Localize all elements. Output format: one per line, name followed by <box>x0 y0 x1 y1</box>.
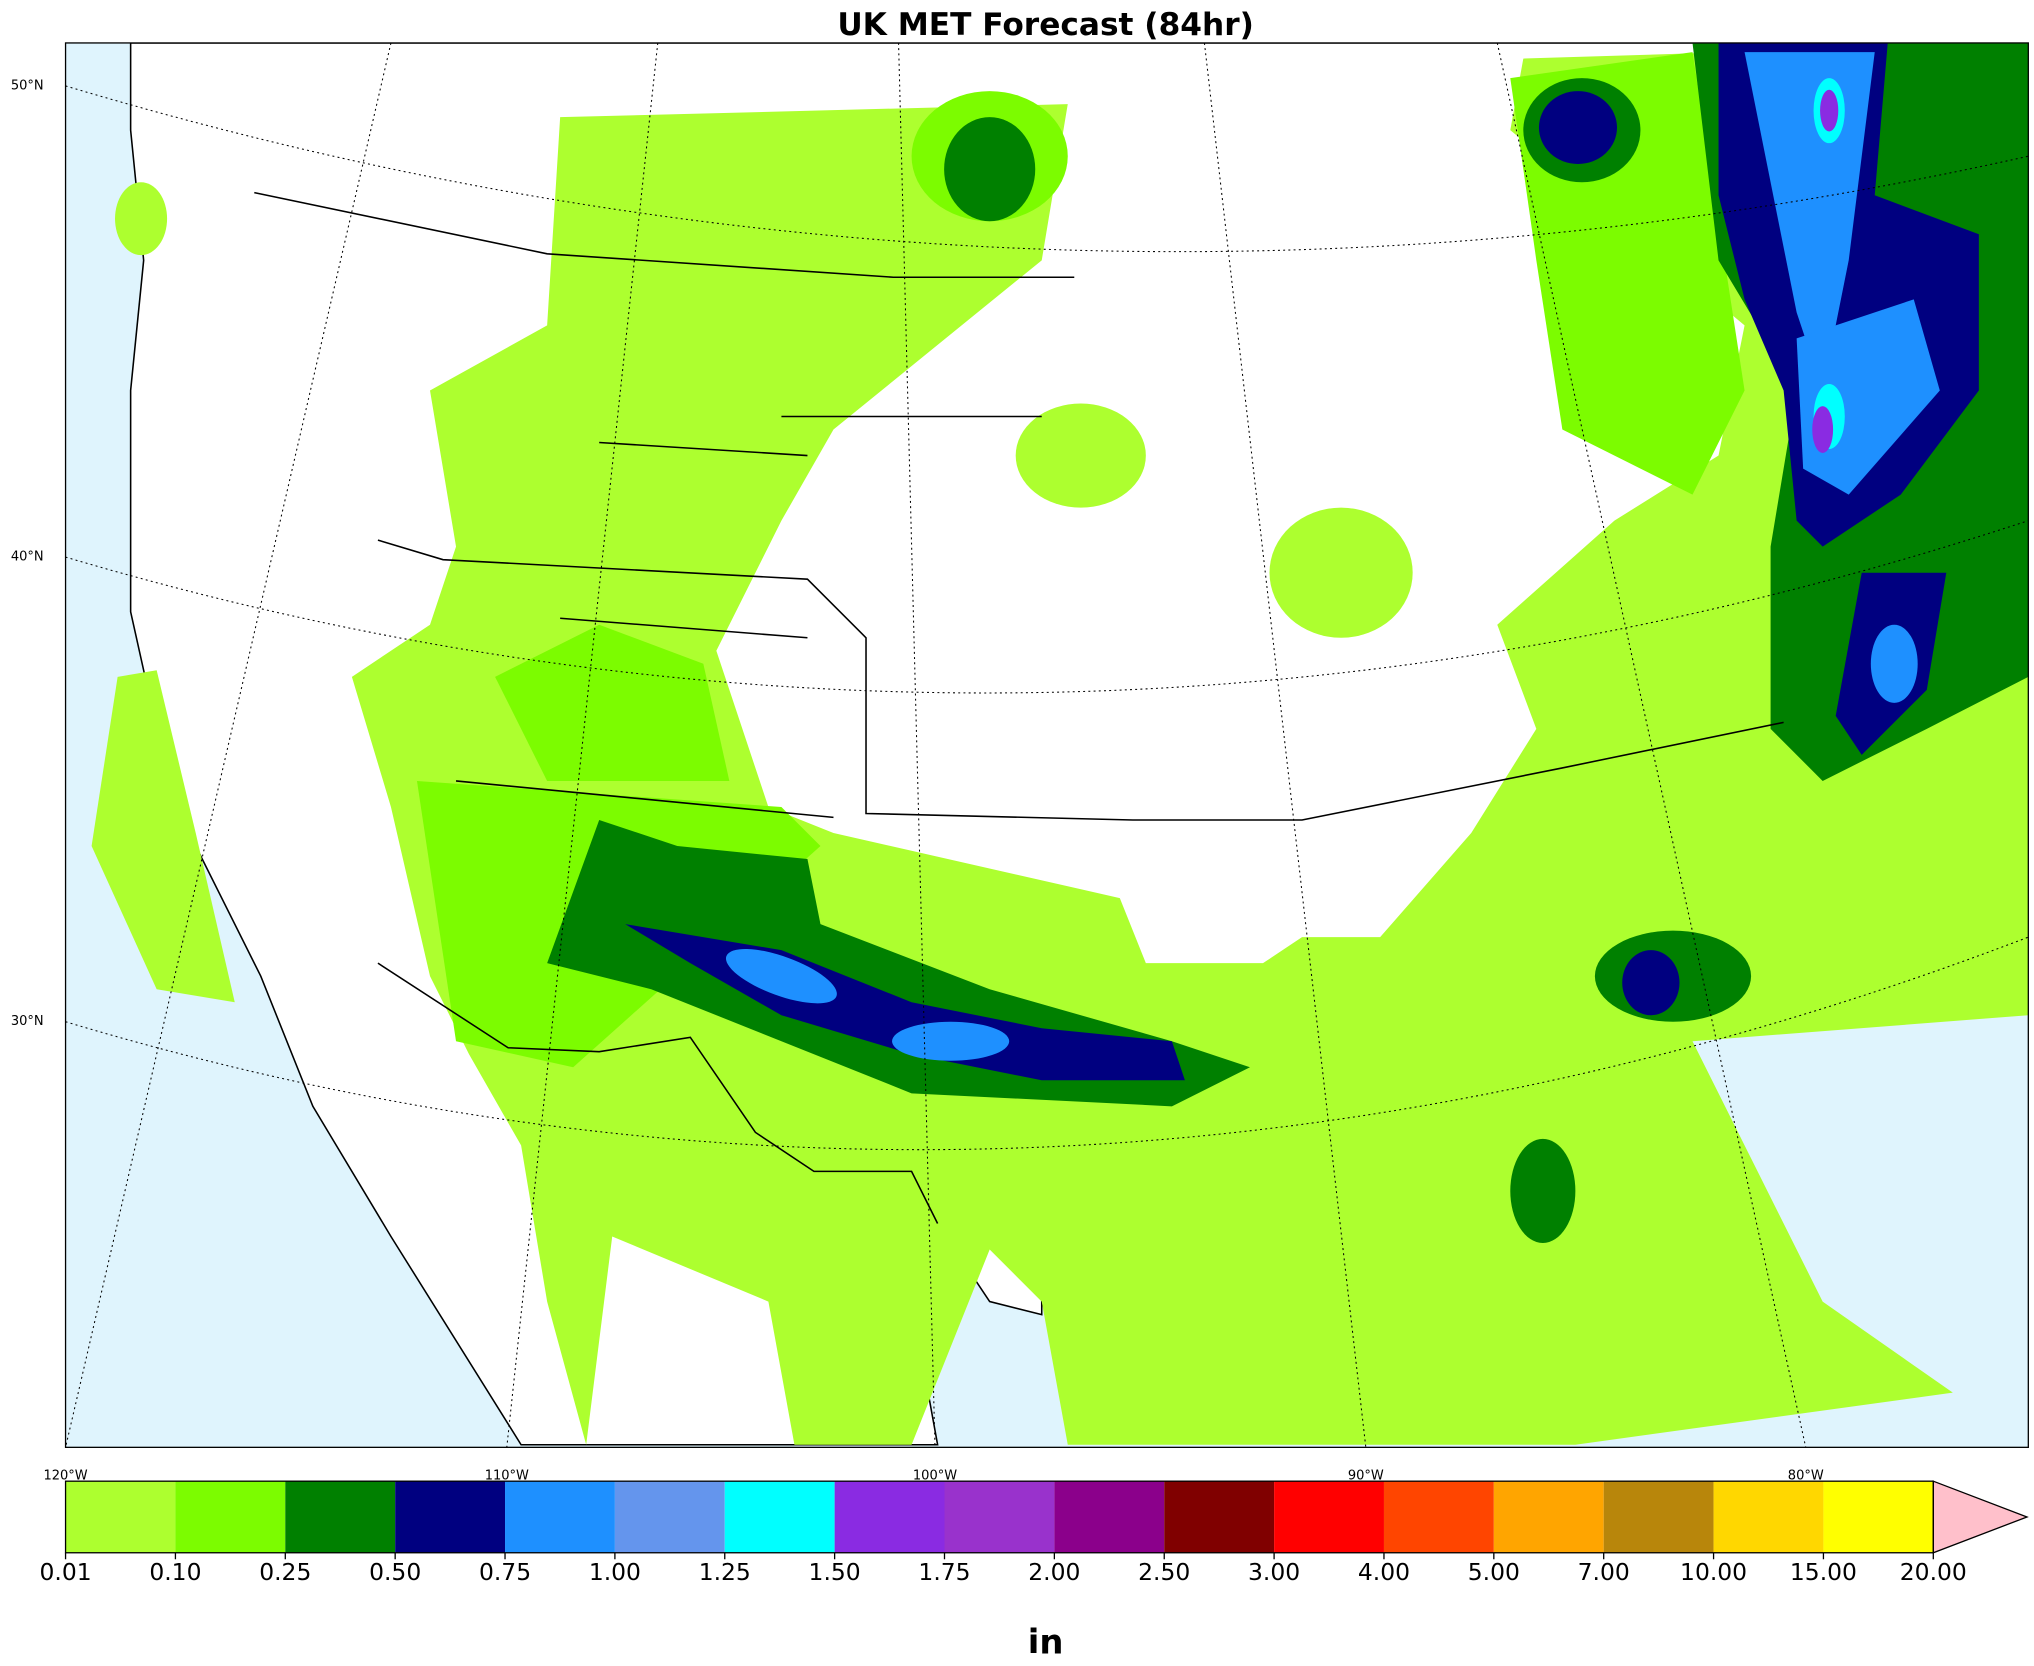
colorbar-box <box>505 1481 615 1553</box>
colorbar-box <box>1493 1481 1604 1553</box>
colorbar-tick-label: 0.50 <box>369 1558 421 1586</box>
colorbar-tick-label: 20.00 <box>1900 1558 1967 1586</box>
precip-light <box>91 42 2029 1445</box>
colorbar-tick-label: 4.00 <box>1358 1558 1410 1586</box>
borders <box>254 191 1784 1224</box>
colorbar: 0.01 0.10 0.25 0.50 0.75 1.00 1.25 1.50 1.75 2.00… <box>39 1480 2029 1586</box>
colorbar-tick-label: 0.75 <box>479 1558 531 1586</box>
colorbar-tick-label: 1.75 <box>918 1558 970 1586</box>
lat-label: 40°N <box>11 550 44 565</box>
colorbar-box <box>834 1481 945 1553</box>
colorbar-frame <box>64 1480 1934 1554</box>
lon-label: 80°W <box>1788 1468 1824 1483</box>
colorbar-box <box>1823 1481 1934 1553</box>
colorbar-tick-label: 1.50 <box>809 1558 861 1586</box>
lon-label: 90°W <box>1348 1468 1384 1483</box>
colorbar-box <box>724 1481 835 1553</box>
precip-purple <box>1812 89 1839 453</box>
colorbar-tick-label: 0.01 <box>39 1558 91 1586</box>
colorbar-box <box>1164 1481 1275 1553</box>
lat-label: 30°N <box>11 1014 44 1029</box>
colorbar-box <box>285 1481 396 1553</box>
colorbar-tick-label: 5.00 <box>1468 1558 1520 1586</box>
colorbar-box <box>944 1481 1055 1553</box>
colorbar-tick-label: 3.00 <box>1248 1558 1300 1586</box>
colorbar-tick-label: 1.25 <box>699 1558 751 1586</box>
colorbar-box <box>65 1481 176 1553</box>
colorbar-box <box>1274 1481 1384 1553</box>
lon-label: 110°W <box>485 1468 529 1483</box>
lon-label: 100°W <box>913 1468 957 1483</box>
map <box>65 42 2029 1448</box>
colorbar-box <box>1603 1481 1714 1553</box>
map-frame <box>64 42 2029 1448</box>
colorbar-tick-label: 10.00 <box>1680 1558 1747 1586</box>
colorbar-tick-label: 7.00 <box>1578 1558 1630 1586</box>
graticule <box>65 42 2029 1448</box>
colorbar-tick-label: 1.00 <box>589 1558 641 1586</box>
colorbar-tick-label: 0.25 <box>259 1558 311 1586</box>
colorbar-tick-label: 2.00 <box>1028 1558 1080 1586</box>
colorbar-tick-label: 2.50 <box>1138 1558 1190 1586</box>
colorbar-box <box>395 1481 506 1553</box>
colorbar-label: in <box>1028 1622 1064 1661</box>
lat-label: 50°N <box>11 78 44 93</box>
colorbar-tick-label: 15.00 <box>1790 1558 1857 1586</box>
colorbar-extend <box>1932 1480 2029 1554</box>
colorbar-box <box>1383 1481 1494 1553</box>
colorbar-box <box>614 1481 725 1553</box>
colorbar-box <box>1054 1481 1165 1553</box>
colorbar-box <box>1713 1481 1824 1553</box>
colorbar-tick-label: 0.10 <box>149 1558 201 1586</box>
lon-label: 120°W <box>43 1468 87 1483</box>
title: UK MET Forecast (84hr) <box>837 7 1254 43</box>
colorbar-box <box>175 1481 286 1553</box>
